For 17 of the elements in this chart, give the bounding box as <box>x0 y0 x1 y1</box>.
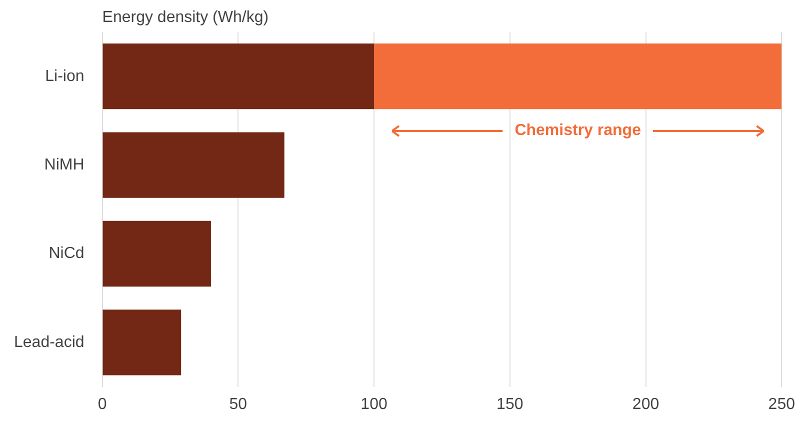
x-tick-label: 150 <box>496 396 524 413</box>
y-tick-label: Li-ion <box>45 68 84 85</box>
bar <box>102 310 182 376</box>
y-tick-label: NiMH <box>44 156 84 174</box>
x-axis-title: Energy density (Wh/kg) <box>102 9 269 26</box>
bar <box>374 44 782 110</box>
bar <box>102 220 211 287</box>
x-tick-label: 200 <box>632 396 660 413</box>
x-tick-label: 250 <box>768 396 796 413</box>
x-tick-label: 50 <box>229 396 248 413</box>
y-tick-label: Lead-acid <box>14 334 84 351</box>
bar <box>102 44 374 110</box>
x-tick-label: 100 <box>360 396 388 413</box>
annotation: Chemistry range <box>514 122 641 140</box>
y-tick-label: NiCd <box>48 245 84 262</box>
x-tick-label: 0 <box>98 396 107 413</box>
bar <box>102 132 284 198</box>
